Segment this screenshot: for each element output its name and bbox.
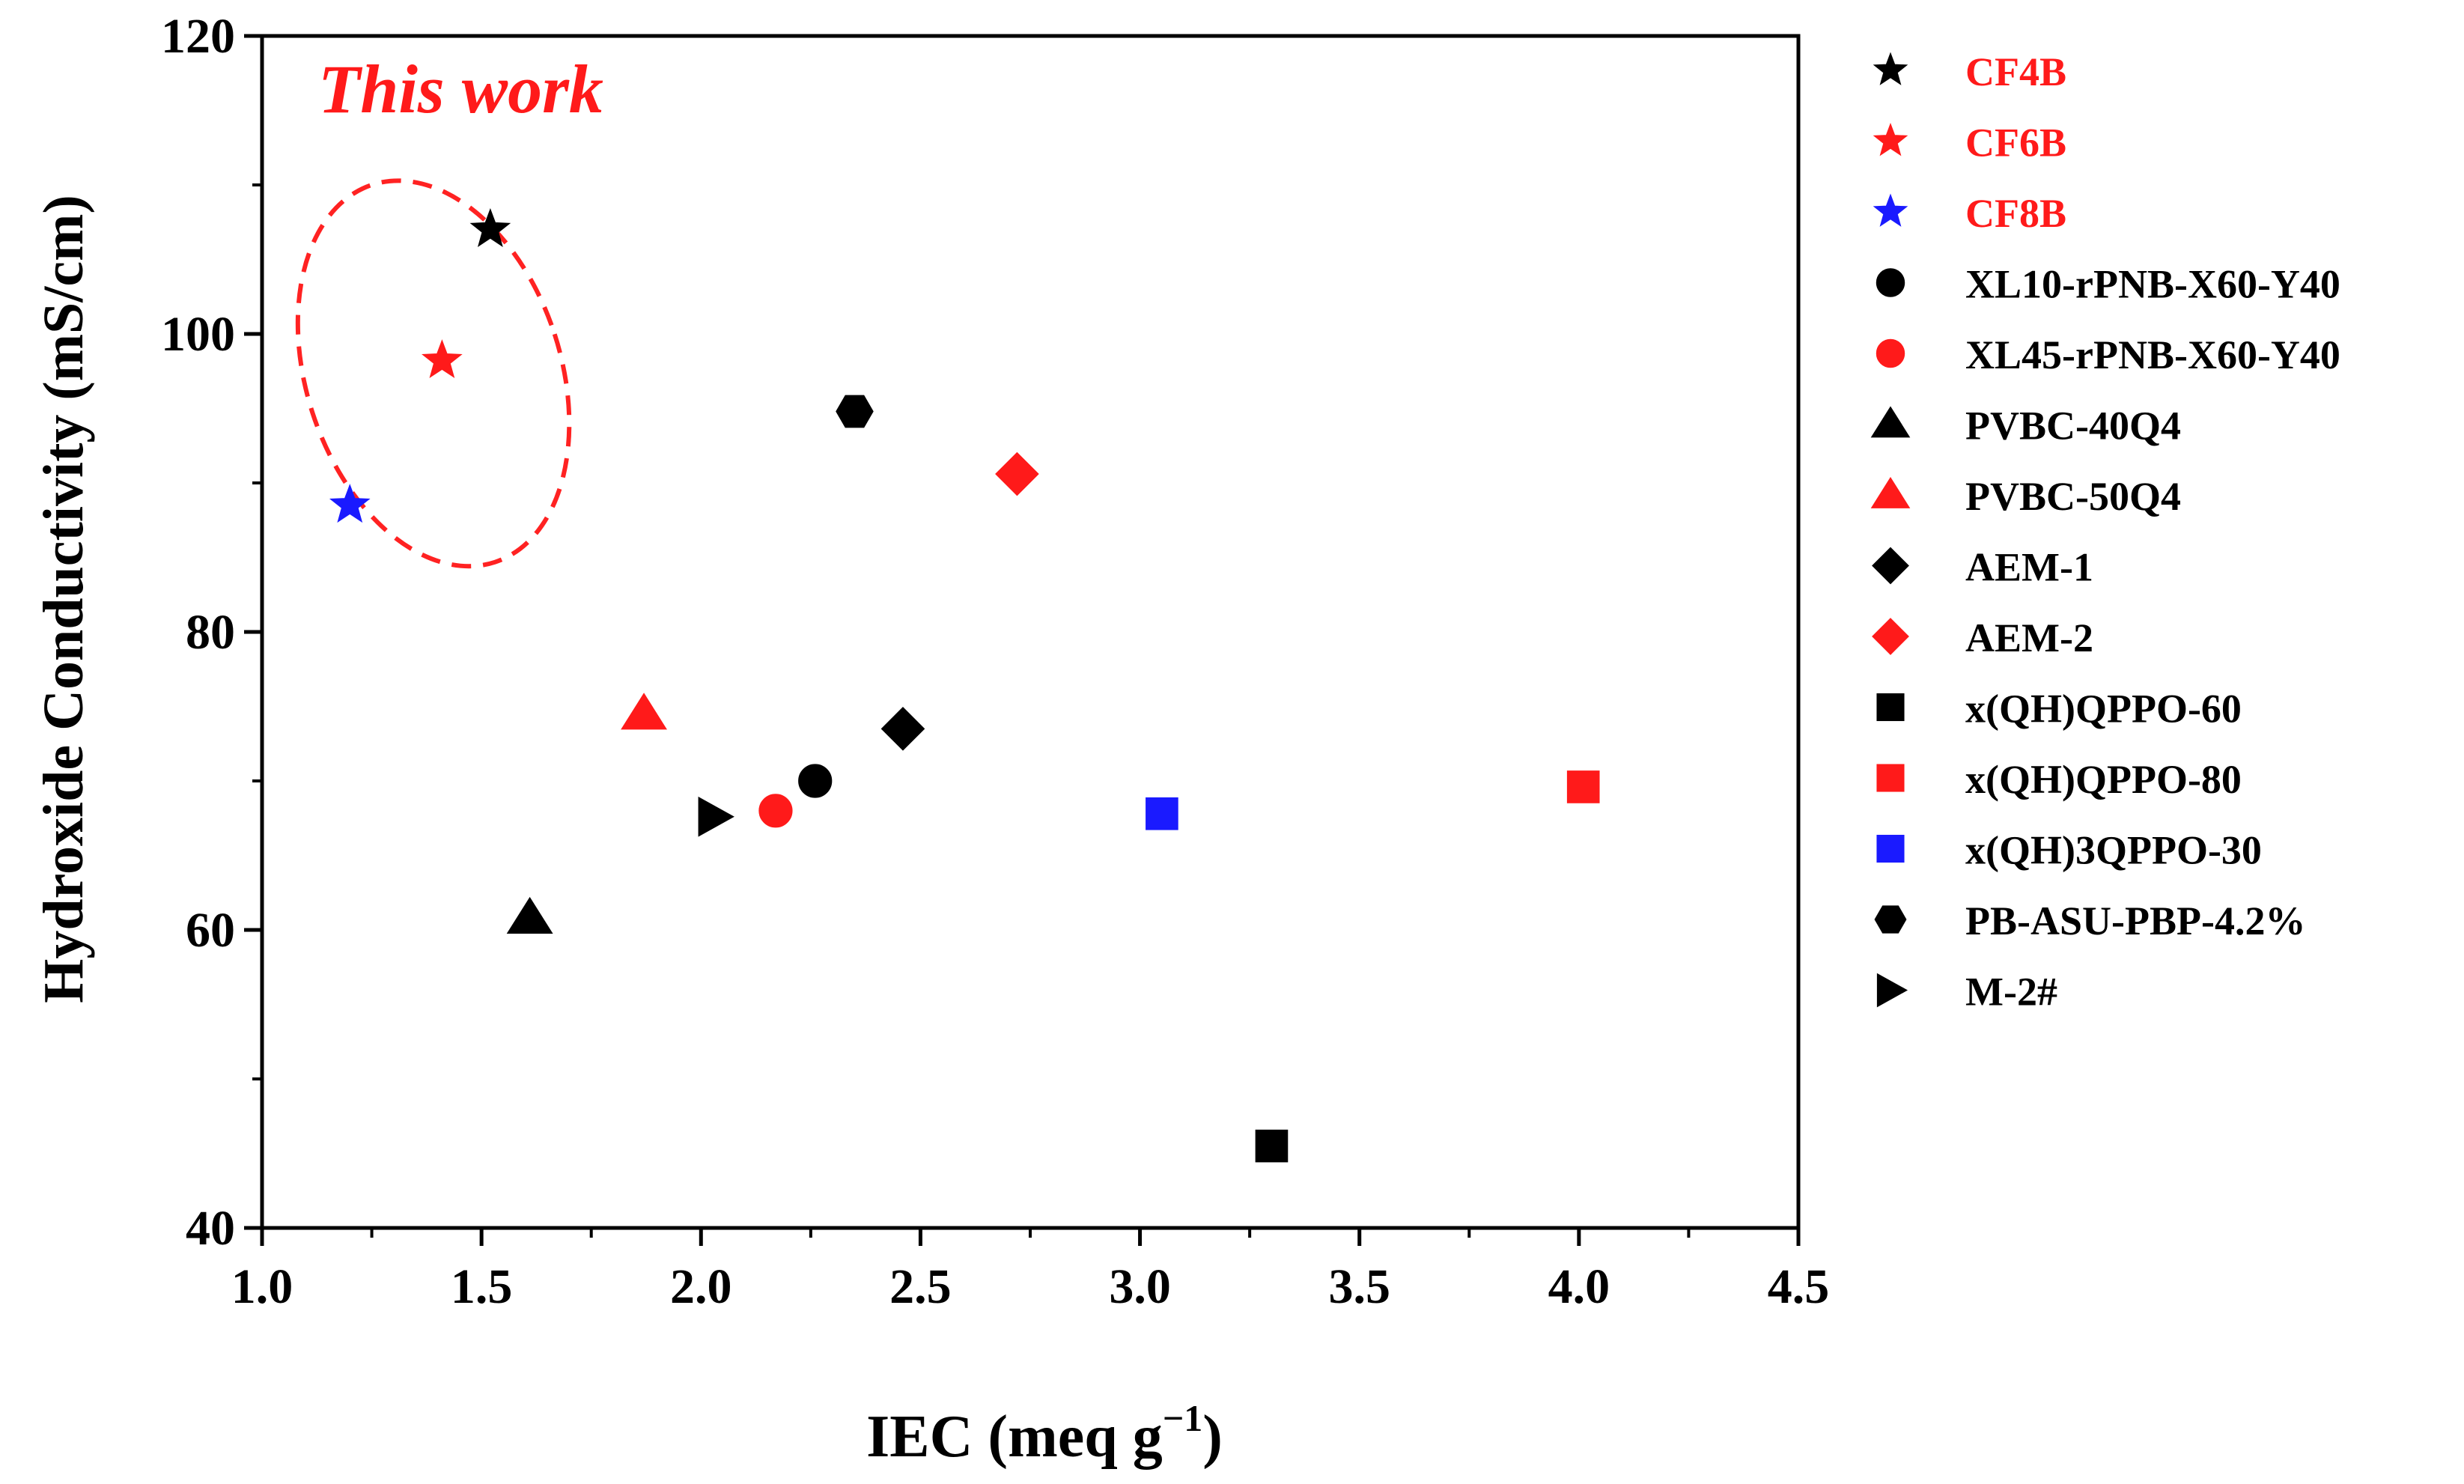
data-point [1146, 797, 1178, 830]
x-tick-label: 1.0 [231, 1259, 293, 1314]
data-point [469, 207, 511, 247]
legend-label: CF8B [1965, 191, 2066, 236]
legend-label: CF6B [1965, 121, 2066, 165]
data-point [1255, 1129, 1289, 1163]
legend: CF4B CF6B CF8B XL10-rPNB-X60-Y40 XL45-rPNB-X… [1870, 49, 2340, 1015]
data-point [506, 896, 553, 934]
legend-marker [1876, 834, 1905, 863]
legend-marker [1873, 122, 1908, 156]
this-work-ellipse [295, 178, 572, 569]
legend-marker [1876, 693, 1905, 722]
legend-marker [1870, 476, 1911, 508]
x-tick-label: 4.5 [1768, 1259, 1830, 1314]
data-point [698, 796, 734, 837]
x-tick-label: 1.5 [451, 1259, 513, 1314]
y-tick-label: 40 [186, 1201, 235, 1256]
x-tick-label: 2.5 [889, 1259, 952, 1314]
data-point [621, 693, 668, 730]
data-point [798, 764, 833, 798]
y-tick-label: 80 [186, 605, 235, 660]
x-tick-label: 4.0 [1548, 1259, 1610, 1314]
legend-marker [1874, 905, 1907, 934]
axis-ticks: 1.0 1.5 2.0 2.5 3.0 3.5 4.0 4.5 40 60 80 100 120 [161, 9, 1829, 1314]
legend-label: PB-ASU-PBP-4.2% [1965, 898, 2305, 943]
x-axis-label-main: IEC (meq g [866, 1404, 1163, 1470]
legend-marker [1876, 338, 1905, 368]
legend-marker [1876, 764, 1905, 792]
legend-label: PVBC-40Q4 [1965, 404, 2181, 448]
y-tick-label: 120 [161, 9, 235, 64]
data-point [758, 794, 793, 828]
legend-label: AEM-1 [1965, 545, 2093, 590]
legend-marker [1876, 973, 1908, 1008]
highlight-group: This work [295, 51, 603, 569]
legend-marker [1876, 268, 1905, 297]
y-axis-label: Hydroxide Conductivity (mS/cm) [32, 195, 95, 1003]
x-axis-label-tail: ) [1202, 1404, 1223, 1470]
x-tick-label: 3.0 [1109, 1259, 1171, 1314]
legend-label: XL10-rPNB-X60-Y40 [1965, 262, 2340, 307]
this-work-annotation: This work [318, 51, 603, 127]
x-tick-label: 3.5 [1328, 1259, 1390, 1314]
x-tick-label: 2.0 [670, 1259, 732, 1314]
data-point [329, 484, 371, 523]
legend-marker [1872, 547, 1909, 585]
data-point [1566, 770, 1600, 803]
legend-label: AEM-2 [1965, 615, 2093, 660]
y-tick-label: 100 [161, 307, 235, 362]
legend-label: x(QH)QPPO-80 [1965, 757, 2242, 802]
axis-labels: Hydroxide Conductivity (mS/cm) IEC (meq … [32, 195, 1223, 1470]
data-point [422, 339, 463, 379]
x-axis-label-superscript: −1 [1163, 1397, 1203, 1439]
legend-label: x(QH)3QPPO-30 [1965, 828, 2262, 873]
legend-label: XL45-rPNB-X60-Y40 [1965, 332, 2340, 377]
legend-marker [1873, 52, 1908, 85]
legend-marker [1872, 618, 1909, 655]
y-tick-label: 60 [186, 903, 235, 958]
legend-label: CF4B [1965, 49, 2066, 94]
legend-marker [1870, 406, 1911, 438]
data-point [880, 707, 925, 751]
legend-marker [1873, 193, 1908, 227]
data-point [995, 451, 1039, 496]
x-axis-label: IEC (meq g−1) [866, 1397, 1223, 1470]
data-points [329, 207, 1600, 1163]
legend-label: x(QH)QPPO-60 [1965, 687, 2242, 732]
legend-label: PVBC-50Q4 [1965, 474, 2181, 519]
data-point [836, 395, 874, 428]
legend-label: M-2# [1965, 970, 2057, 1015]
